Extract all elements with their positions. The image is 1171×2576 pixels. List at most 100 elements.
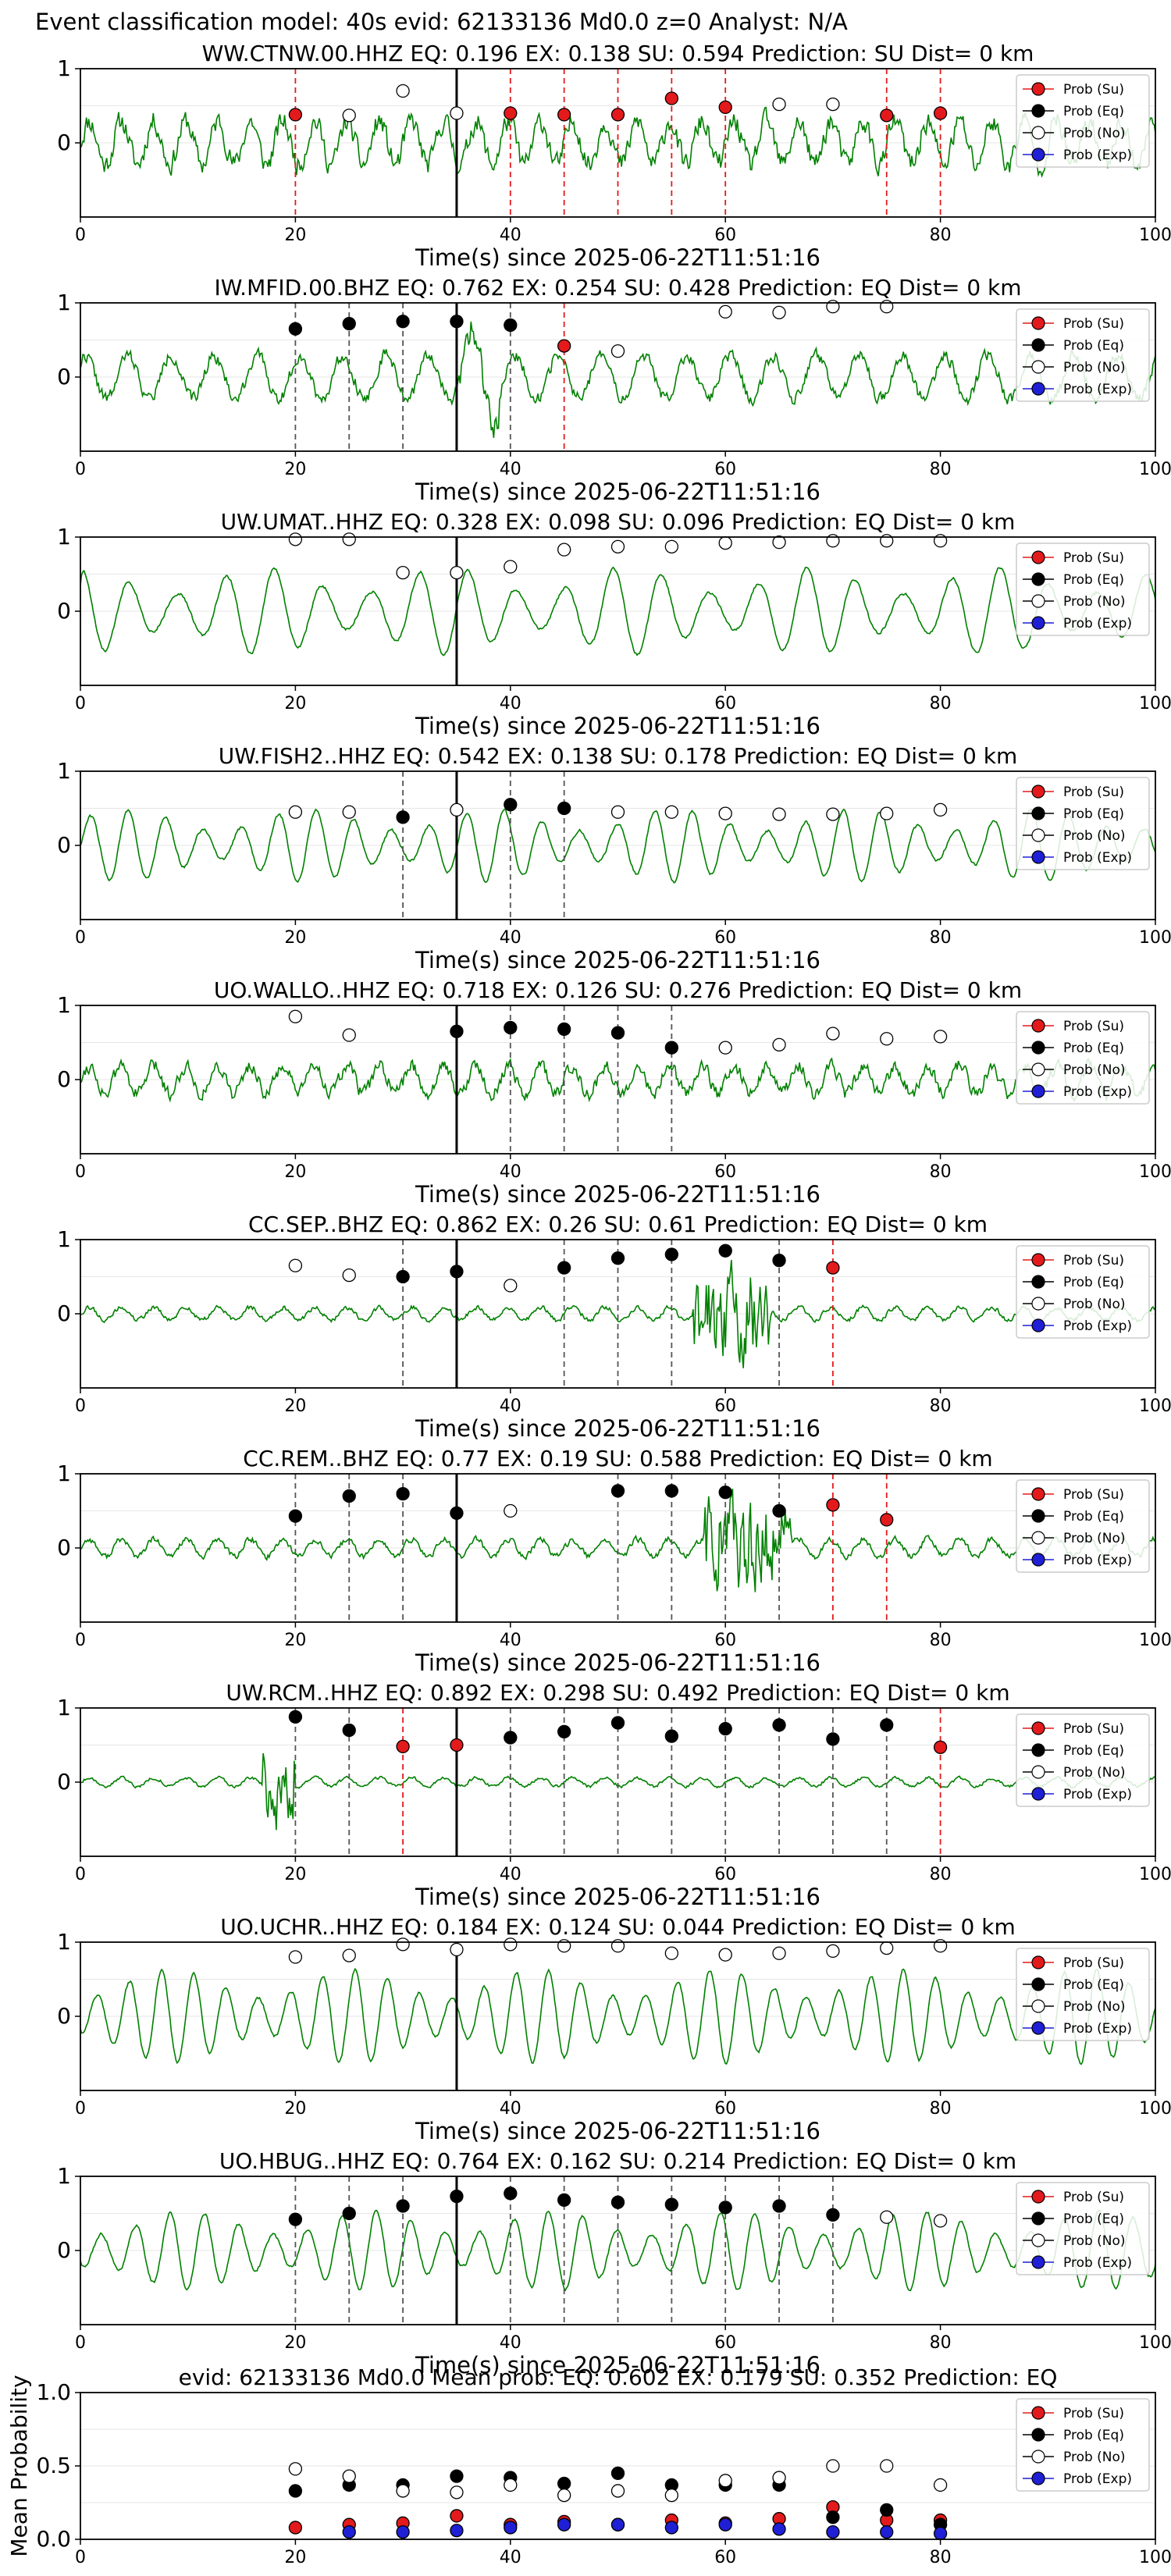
prob-point-eq [342,316,356,331]
legend-box [1016,2398,1150,2492]
x-axis-label: Time(s) since 2025-06-22T11:51:16 [415,1649,820,1676]
y-tick-label: 0 [57,2237,71,2263]
mean-prob-point [933,2478,948,2492]
prob-point-eq [396,1269,410,1284]
legend-label: Prob (Su) [1063,2406,1124,2421]
legend-marker [1031,2406,1045,2420]
prob-point-su [826,1498,840,1512]
y-tick-label: 1 [57,1226,71,1252]
x-tick-label: 60 [714,2548,736,2567]
y-tick-label: 0 [57,1535,71,1560]
prob-point-eq [826,1732,840,1746]
mean-prob-point [557,2488,571,2503]
mean-prob-point [933,2526,948,2541]
prob-point-eq [450,315,464,329]
legend-box [1016,1479,1150,1573]
prob-point-eq [664,1247,678,1261]
y-tick-label: 1 [57,2163,71,2189]
legend-label: Prob (Su) [1063,82,1124,98]
x-tick-label: 100 [1139,2333,1171,2353]
prob-point-su [504,106,518,120]
prob-point-no [718,1041,732,1055]
x-tick-label: 20 [284,1397,306,1416]
prob-point-no [826,1026,840,1041]
x-tick-label: 60 [714,1397,736,1416]
legend-label: Prob (Eq) [1063,338,1124,354]
legend-label: Prob (Su) [1063,550,1124,566]
mean-prob-point [342,2524,356,2539]
x-tick-label: 80 [930,2333,952,2353]
chart-title: UW.FISH2..HHZ EQ: 0.542 EX: 0.138 SU: 0.… [219,743,1017,769]
prob-point-no [396,1937,410,1952]
prob-point-no [504,1279,518,1293]
chart-panel-2: 0 20 40 60 80 100 0 1 Prob (Su) Prob (Eq) Prob (No… [57,275,1171,505]
x-tick-label: 20 [284,2099,306,2119]
x-tick-label: 100 [1139,460,1171,479]
x-tick-label: 100 [1139,1631,1171,1650]
prob-point-no [610,344,625,358]
prob-point-no [342,109,356,123]
prob-point-su [933,106,948,120]
legend-label: Prob (Eq) [1063,1041,1124,1056]
x-tick-label: 0 [75,2548,86,2567]
prob-point-eq [718,1721,732,1736]
prob-point-su [933,1740,948,1755]
legend-label: Prob (Su) [1063,1955,1124,1971]
mean-prob-point [718,2474,732,2488]
prob-point-eq [504,1020,518,1035]
x-axis-label: Time(s) since 2025-06-22T11:51:16 [415,1415,820,1442]
mean-prob-point [772,2471,786,2485]
legend-marker [1031,1787,1045,1801]
legend-label: Prob (Exp) [1063,850,1132,866]
mean-prob-point [880,2459,894,2473]
legend-label: Prob (No) [1063,360,1126,375]
waveform-trace [80,1057,1156,1103]
chart-panel-11: 0 20 40 60 80 100 0.0 0.5 1.0 Prob (Su) Prob (Eq) P… [6,2364,1171,2567]
prob-point-eq [396,810,410,824]
prob-point-su [557,108,571,122]
mean-prob-point [396,2484,410,2498]
prob-point-no [504,1937,518,1952]
legend-label: Prob (No) [1063,1531,1126,1546]
prob-point-no [772,1946,786,1960]
prob-point-no [718,806,732,820]
y-tick-label: 1 [57,1461,71,1486]
legend-marker [1031,148,1045,162]
prob-point-eq [610,1716,625,1730]
x-tick-label: 80 [930,226,952,245]
prob-point-no [772,535,786,550]
chart-title: WW.CTNW.00.HHZ EQ: 0.196 EX: 0.138 SU: 0… [202,41,1034,66]
x-tick-label: 40 [500,226,521,245]
legend-label: Prob (No) [1063,1765,1126,1781]
mean-prob-point [664,2521,678,2535]
prob-point-eq [450,1506,464,1520]
prob-point-eq [450,2189,464,2204]
y-axis-label: Mean Probability [6,2375,32,2556]
mean-prob-point [557,2517,571,2532]
prob-point-no [396,565,410,580]
mean-prob-point [772,2522,786,2536]
y-tick-label: 1 [57,758,71,784]
legend-label: Prob (Su) [1063,1019,1124,1034]
prob-point-su [610,108,625,122]
legend-marker [1031,1487,1045,1501]
x-tick-label: 0 [75,2333,86,2353]
prob-point-eq [342,2206,356,2221]
y-tick-label: 0 [57,1769,71,1795]
x-tick-label: 80 [930,1631,952,1650]
prob-point-eq [664,1729,678,1743]
mean-prob-point [342,2469,356,2483]
prob-point-no [880,806,894,820]
x-tick-label: 20 [284,460,306,479]
prob-point-no [718,1948,732,1962]
x-axis-label: Time(s) since 2025-06-22T11:51:16 [415,2352,820,2379]
prob-point-eq [772,2199,786,2213]
x-tick-label: 20 [284,1631,306,1650]
x-tick-label: 100 [1139,2548,1171,2567]
x-tick-label: 80 [930,1162,952,1182]
prob-point-no [933,2214,948,2228]
legend-marker [1031,828,1045,842]
prob-point-no [396,84,410,98]
legend-box [1016,1948,1150,2041]
prob-point-eq [718,1485,732,1500]
